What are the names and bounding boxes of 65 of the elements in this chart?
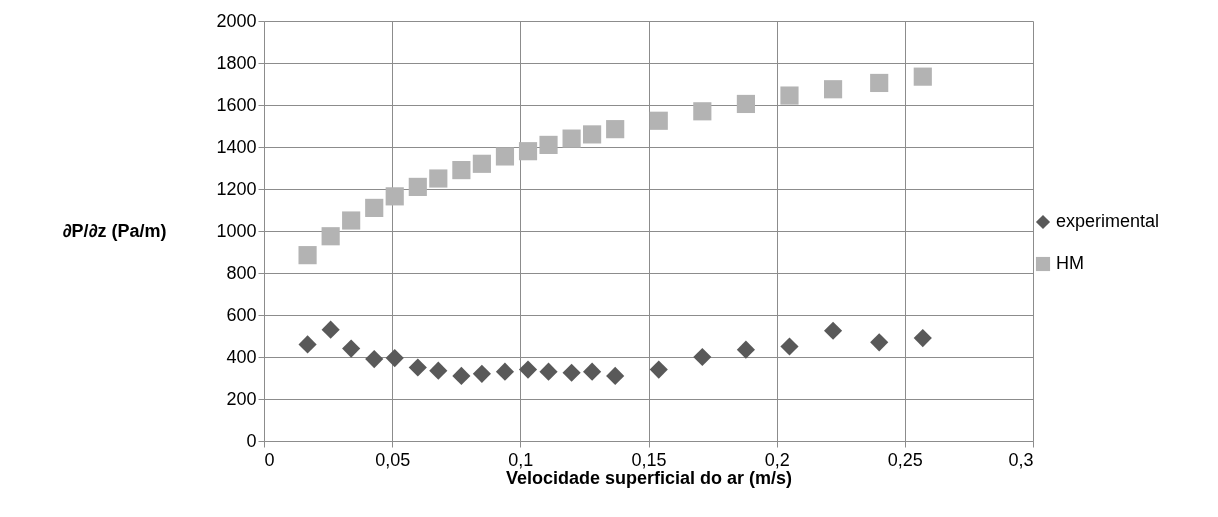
point [693,102,712,121]
y-axis-title: ∂P/∂z (Pa/m) [62,220,167,241]
point [495,362,515,381]
point [649,360,668,379]
x-tick-label: 0,25 [887,449,923,470]
point [649,111,668,130]
y-tick-label: 1000 [216,220,257,241]
point [913,67,932,86]
point [298,246,317,265]
point [823,80,843,99]
x-tick-label: 0,2 [764,449,790,470]
point [562,363,581,382]
y-tick-label: 200 [226,388,257,409]
point [385,348,404,368]
x-tick-label: 0,3 [1008,449,1034,470]
point [780,337,799,356]
point [736,340,755,359]
point [472,154,491,173]
legend-label: experimental [1056,211,1160,231]
point [452,161,471,180]
point [342,211,361,230]
y-tick-label: 600 [226,304,257,325]
point [913,329,932,348]
y-tick-label: 1400 [216,136,257,157]
y-tick-label: 2000 [216,10,257,31]
point [429,169,448,188]
y-tick-label: 800 [226,262,257,283]
legend-label: HM [1056,253,1084,273]
point [736,94,755,114]
point [408,358,427,377]
point [472,364,491,383]
point [298,335,317,354]
point [518,360,538,379]
point [583,362,602,381]
point [583,125,602,144]
y-tick-label: 1800 [216,52,257,73]
point [518,142,538,161]
y-tick-label: 1600 [216,94,257,115]
point [693,347,712,367]
x-tick-label: 0,15 [631,449,667,470]
point [408,177,427,196]
point [606,366,625,385]
point [342,339,361,358]
point [870,333,889,352]
point [452,366,471,385]
y-tick-label: 1200 [216,178,257,199]
point [429,361,448,380]
point [321,227,340,246]
point [780,86,799,105]
point [539,135,558,154]
y-tick-label: 400 [226,346,257,367]
point [539,362,558,381]
y-tick-label: 0 [246,430,257,451]
point [870,73,889,93]
point [495,147,515,166]
point [365,350,384,369]
point [365,198,384,217]
point [321,320,340,339]
x-tick-label: 0,05 [375,449,411,470]
point [606,120,625,139]
point [562,129,581,148]
x-tick-label: 0,1 [508,449,534,470]
point [385,187,404,206]
x-tick-label: 0 [264,449,275,470]
point [823,321,843,340]
